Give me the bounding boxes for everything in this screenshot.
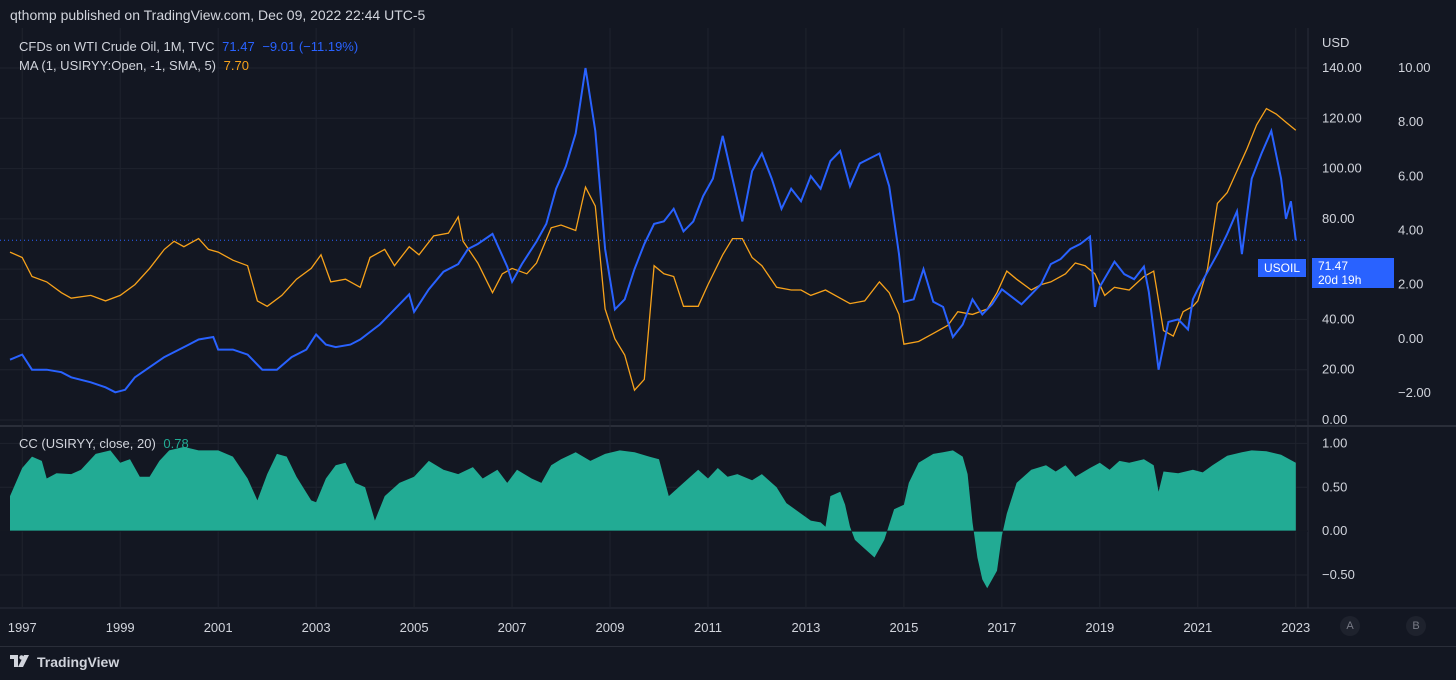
time-tick-label: 2007	[498, 620, 527, 635]
time-tick-label: 1999	[106, 620, 135, 635]
last-price-badge: USOIL 71.47 20d 19h	[1258, 258, 1394, 288]
legend-main[interactable]: CFDs on WTI Crude Oil, 1M, TVC 71.47 −9.…	[19, 39, 362, 54]
oil-series-line	[9, 67, 1297, 394]
legend-ma[interactable]: MA (1, USIRYY:Open, -1, SMA, 5) 7.70	[19, 58, 253, 73]
price-badge-countdown: 20d 19h	[1318, 273, 1362, 287]
time-tick-label: 2003	[302, 620, 331, 635]
tradingview-logo-icon	[10, 655, 32, 669]
legend-ma-value: 7.70	[223, 58, 249, 73]
price-tick-label: 140.00	[1322, 60, 1362, 75]
chart-canvas[interactable]: 0.0020.0040.0060.0080.00100.00120.00140.…	[0, 28, 1456, 644]
price-tick-label: 20.00	[1322, 362, 1355, 377]
published-by-text: qthomp published on TradingView.com, Dec…	[10, 7, 426, 23]
legend-main-name: CFDs on WTI Crude Oil, 1M, TVC	[19, 39, 215, 54]
price-axis-unit: USD	[1322, 35, 1349, 50]
time-tick-label: 2001	[204, 620, 233, 635]
time-tick-label: 2015	[889, 620, 918, 635]
legend-cc[interactable]: CC (USIRYY, close, 20) 0.78	[19, 436, 193, 451]
ma-tick-label: 4.00	[1398, 222, 1423, 237]
price-badge-symbol: USOIL	[1258, 259, 1307, 277]
ma-tick-label: 10.00	[1398, 60, 1431, 75]
brand-name: TradingView	[37, 654, 120, 670]
footer-bar: TradingView	[0, 646, 1456, 680]
time-tick-label: 1997	[8, 620, 37, 635]
price-tick-label: 100.00	[1322, 161, 1362, 176]
chart-frame[interactable]: 0.0020.0040.0060.0080.00100.00120.00140.…	[0, 28, 1456, 644]
cc-tick-label: 0.00	[1322, 523, 1347, 538]
time-tick-label: 2009	[596, 620, 625, 635]
time-tick-label: 2013	[791, 620, 820, 635]
cc-area	[10, 446, 1296, 589]
ma-tick-label: 0.00	[1398, 331, 1423, 346]
time-tick-label: 2017	[987, 620, 1016, 635]
legend-cc-name: CC (USIRYY, close, 20)	[19, 436, 156, 451]
auto-scale-button[interactable]: A	[1340, 616, 1360, 636]
time-tick-label: 2005	[400, 620, 429, 635]
cc-tick-label: −0.50	[1322, 567, 1355, 582]
time-tick-label: 2011	[694, 620, 722, 635]
ma-tick-label: 6.00	[1398, 168, 1423, 183]
ma-tick-label: 2.00	[1398, 277, 1423, 292]
time-tick-label: 2021	[1183, 620, 1212, 635]
price-badge-price: 71.47	[1318, 259, 1349, 273]
price-tick-label: 40.00	[1322, 311, 1355, 326]
legend-main-value: 71.47	[222, 39, 255, 54]
scale-b-button[interactable]: B	[1406, 616, 1426, 636]
time-tick-label: 2019	[1085, 620, 1114, 635]
legend-main-change: −9.01 (−11.19%)	[262, 39, 359, 54]
ma-tick-label: −2.00	[1398, 385, 1431, 400]
time-tick-label: 2023	[1281, 620, 1310, 635]
price-tick-label: 80.00	[1322, 211, 1355, 226]
ma-tick-label: 8.00	[1398, 114, 1423, 129]
legend-ma-name: MA (1, USIRYY:Open, -1, SMA, 5)	[19, 58, 216, 73]
price-tick-label: 0.00	[1322, 412, 1347, 427]
ma-series-line	[9, 107, 1297, 392]
cc-tick-label: 0.50	[1322, 479, 1347, 494]
legend-cc-value: 0.78	[163, 436, 189, 451]
price-badge-values: 71.47 20d 19h	[1312, 258, 1394, 288]
cc-tick-label: 1.00	[1322, 435, 1347, 450]
tradingview-brand[interactable]: TradingView	[10, 654, 119, 670]
price-tick-label: 120.00	[1322, 110, 1362, 125]
